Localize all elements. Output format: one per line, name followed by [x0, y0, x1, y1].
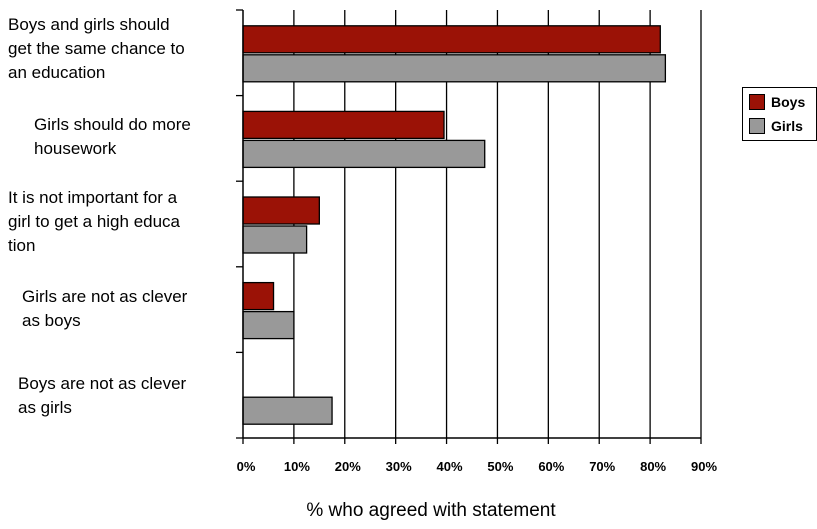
- bar-boys-3: [242, 281, 275, 311]
- bar-boys-2: [242, 196, 320, 225]
- legend-item-girls: Girls: [749, 116, 803, 136]
- legend-label-boys: Boys: [771, 94, 806, 110]
- x-tick-label: 80%: [640, 459, 666, 474]
- category-label-line: Boys and girls should: [8, 15, 170, 34]
- category-label-line: as boys: [22, 311, 81, 330]
- x-tick-label: 90%: [691, 459, 717, 474]
- x-tick-label: 40%: [437, 459, 463, 474]
- x-tick-label: 70%: [589, 459, 615, 474]
- legend: Boys Girls: [742, 87, 817, 141]
- category-label-line: as girls: [18, 398, 72, 417]
- bar-girls-1: [242, 139, 486, 169]
- x-tick-label: 0%: [237, 459, 256, 474]
- category-label: Boys and girls should get the same chance…: [8, 13, 185, 85]
- x-tick-label: 50%: [487, 459, 513, 474]
- category-label-line: Boys are not as clever: [18, 374, 187, 393]
- legend-item-boys: Boys: [749, 92, 805, 112]
- bar-boys-1: [242, 110, 445, 140]
- x-tick-label: 20%: [335, 459, 361, 474]
- x-tick-label: 10%: [284, 459, 310, 474]
- x-axis-label: % who agreed with statement: [306, 500, 556, 521]
- category-label-line: tion: [8, 236, 36, 255]
- category-label-line: girl to get a high educa: [8, 212, 181, 231]
- category-label: Girls are not as clever as boys: [22, 285, 187, 333]
- bar-girls-3: [242, 310, 295, 340]
- legend-swatch-boys: [749, 94, 765, 110]
- category-label: Girls should do more housework: [34, 113, 191, 161]
- x-tick-label: 60%: [538, 459, 564, 474]
- category-label-line: get the same chance to: [8, 39, 185, 58]
- bar-girls-2: [242, 225, 308, 254]
- category-label-line: an education: [8, 63, 106, 82]
- bar-girls-4: [242, 396, 333, 425]
- x-tick-label: 30%: [386, 459, 412, 474]
- category-label-line: Girls should do more: [34, 115, 191, 134]
- legend-swatch-girls: [749, 118, 765, 134]
- category-label: Boys are not as clever as girls: [18, 372, 186, 420]
- category-label: It is not important for a girl to get a h…: [8, 186, 180, 258]
- category-label-line: It is not important for a: [8, 188, 178, 207]
- bar-boys-0: [242, 25, 661, 54]
- category-label-line: housework: [34, 139, 117, 158]
- legend-label-girls: Girls: [771, 118, 803, 134]
- bar-girls-0: [242, 54, 667, 83]
- category-label-line: Girls are not as clever: [22, 287, 188, 306]
